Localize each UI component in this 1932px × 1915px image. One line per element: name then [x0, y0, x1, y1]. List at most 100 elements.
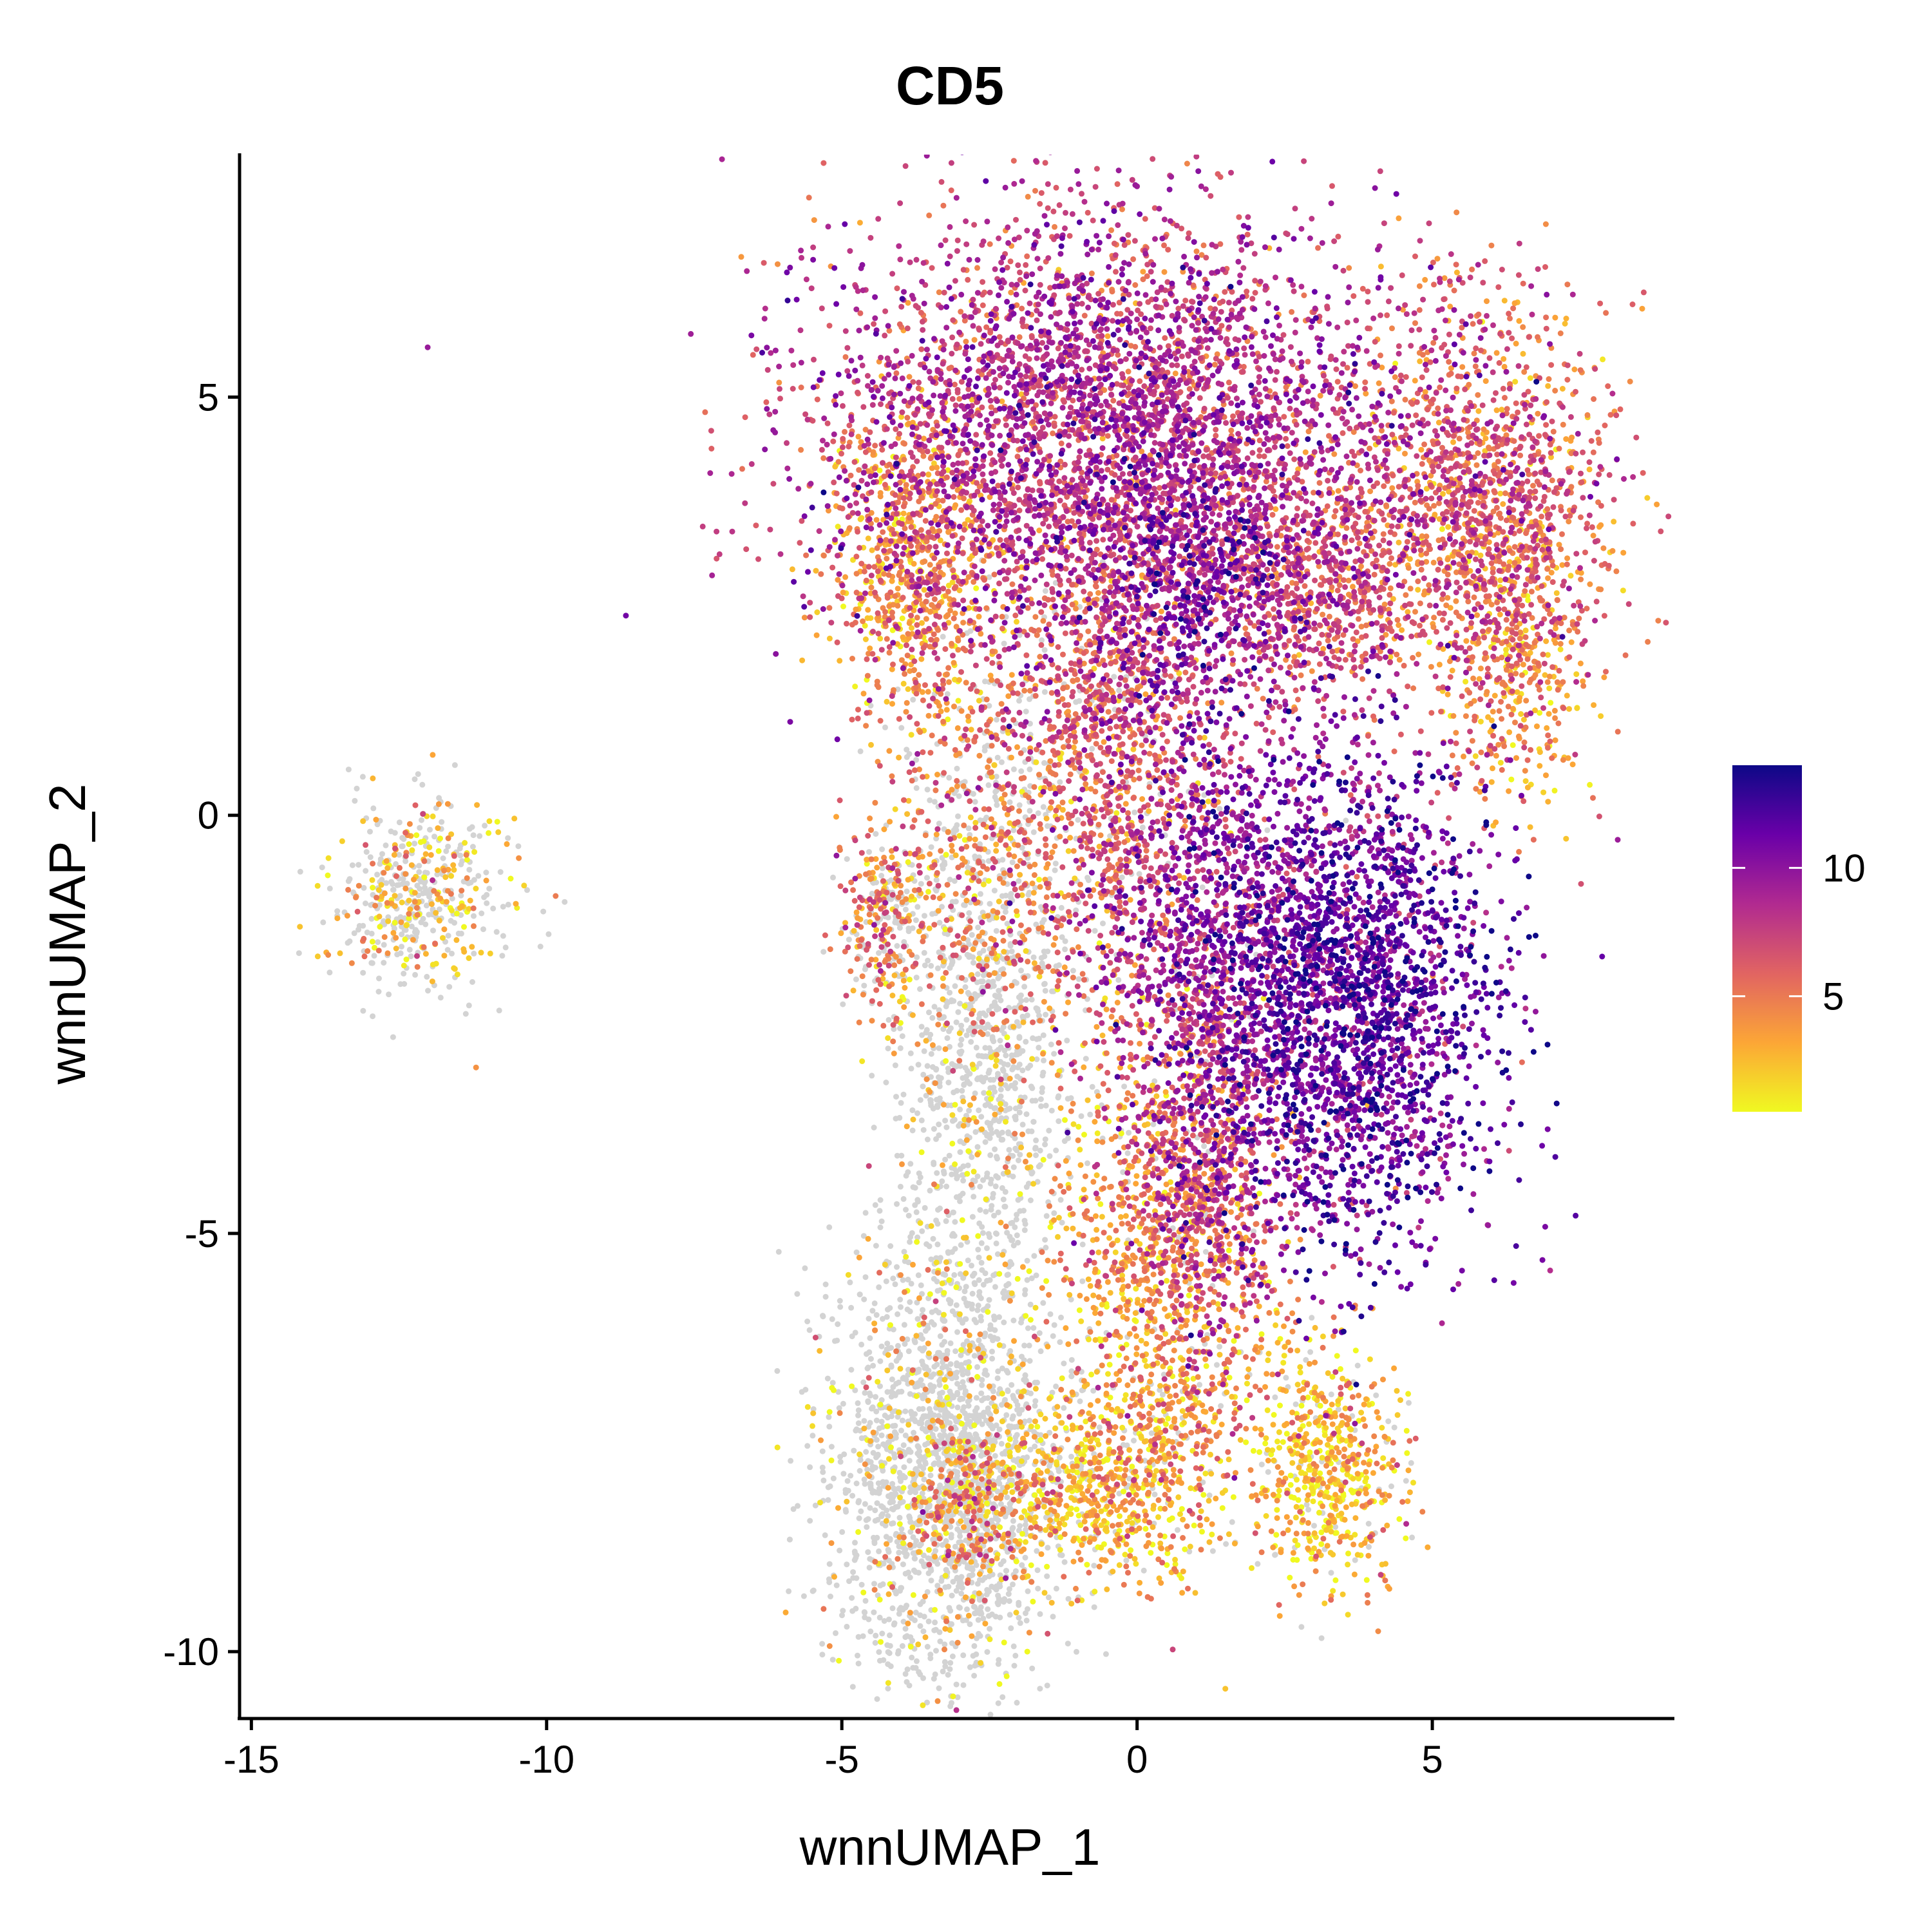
cell-point — [918, 881, 924, 887]
cell-point — [1038, 1541, 1045, 1547]
cell-point — [1065, 1135, 1072, 1141]
cell-point — [1263, 1435, 1269, 1442]
cell-point — [1380, 1455, 1387, 1462]
cell-point — [941, 1170, 947, 1177]
cell-point — [1385, 1418, 1392, 1424]
cell-point — [924, 1644, 931, 1650]
cell-point — [1202, 1471, 1209, 1477]
cell-point — [1164, 1277, 1170, 1284]
cell-point — [933, 1067, 940, 1073]
cell-point — [978, 891, 983, 897]
cell-point — [1068, 1373, 1075, 1380]
cell-point — [957, 1261, 963, 1267]
cell-point — [877, 1224, 884, 1230]
cell-point — [1182, 1546, 1188, 1552]
cell-point — [493, 929, 500, 935]
cell-point — [1348, 1487, 1354, 1494]
cell-point — [1012, 1085, 1018, 1092]
cell-point — [1001, 640, 1007, 647]
cell-point — [1023, 1038, 1029, 1045]
cell-point — [875, 1480, 882, 1487]
cell-point — [991, 1105, 998, 1112]
cell-point — [892, 1422, 898, 1429]
cell-point — [886, 1456, 892, 1462]
cell-point — [1004, 920, 1010, 927]
cell-point — [880, 1316, 886, 1322]
cell-point — [1027, 1358, 1033, 1364]
cell-point — [890, 1468, 896, 1474]
cell-point — [985, 878, 992, 884]
cell-point — [981, 1753, 987, 1758]
cell-point — [1002, 1188, 1009, 1195]
cell-point — [1311, 1545, 1318, 1552]
cell-point — [1408, 1460, 1414, 1466]
cell-point — [900, 1277, 906, 1283]
cell-point — [861, 1418, 867, 1424]
cell-point — [1079, 1278, 1086, 1284]
cell-point — [1027, 766, 1033, 772]
cell-point — [944, 1035, 951, 1042]
cell-point — [436, 906, 442, 913]
cell-point — [972, 819, 979, 826]
cell-point — [979, 1397, 985, 1404]
cell-point — [416, 869, 422, 875]
cell-point — [890, 1275, 896, 1282]
cell-point — [399, 944, 404, 950]
cell-point — [927, 1097, 933, 1103]
cell-point — [1012, 1652, 1019, 1659]
cell-point — [966, 910, 972, 916]
cell-point — [862, 1274, 869, 1281]
cell-point — [1001, 1801, 1007, 1807]
cell-point — [867, 1356, 874, 1362]
cell-point — [934, 1288, 941, 1294]
cell-point — [989, 1425, 996, 1432]
cell-point — [976, 1254, 982, 1261]
cell-point — [1041, 917, 1047, 923]
cell-point — [1294, 1382, 1301, 1387]
cell-point — [1439, 526, 1445, 532]
cell-point — [869, 890, 875, 897]
cell-point — [1219, 1505, 1226, 1511]
cell-point — [999, 1418, 1005, 1425]
cell-point — [1356, 1476, 1362, 1482]
cell-point — [1032, 1443, 1038, 1449]
cell-point — [1085, 877, 1092, 883]
cell-point — [345, 767, 352, 773]
cell-point — [858, 1341, 865, 1348]
cell-point — [968, 1039, 974, 1045]
cell-point — [1016, 878, 1022, 884]
cell-point — [1287, 1482, 1294, 1488]
cell-point — [1007, 1453, 1013, 1460]
cell-point — [931, 1675, 937, 1682]
cell-point — [960, 1320, 965, 1326]
cell-point — [936, 1685, 942, 1691]
cell-point — [1283, 1431, 1290, 1437]
cell-point — [925, 1505, 931, 1511]
cell-point — [890, 1384, 896, 1390]
cell-point — [925, 888, 931, 895]
cell-point — [828, 1594, 833, 1599]
cell-point — [1116, 1562, 1122, 1568]
cell-point — [1251, 1228, 1257, 1235]
cell-point — [1062, 946, 1068, 953]
cell-point — [949, 1061, 955, 1067]
cell-point — [871, 1581, 877, 1587]
cell-point — [1309, 1485, 1315, 1491]
cell-point — [992, 1063, 999, 1069]
cell-point — [1303, 1357, 1309, 1363]
cell-point — [954, 1475, 960, 1482]
cell-point — [903, 1253, 909, 1260]
cell-point — [1264, 1407, 1271, 1413]
cell-point — [1003, 1053, 1009, 1059]
cell-point — [297, 868, 303, 875]
cell-point — [1258, 1331, 1265, 1337]
cell-point — [345, 878, 352, 884]
cell-point — [1048, 1042, 1054, 1047]
cell-point — [1047, 1311, 1054, 1317]
cell-point — [1122, 1392, 1129, 1398]
cell-point — [374, 821, 381, 828]
cell-point — [920, 1405, 926, 1412]
cell-point — [1023, 709, 1029, 715]
cell-point — [370, 884, 376, 891]
cell-point — [989, 1348, 995, 1355]
